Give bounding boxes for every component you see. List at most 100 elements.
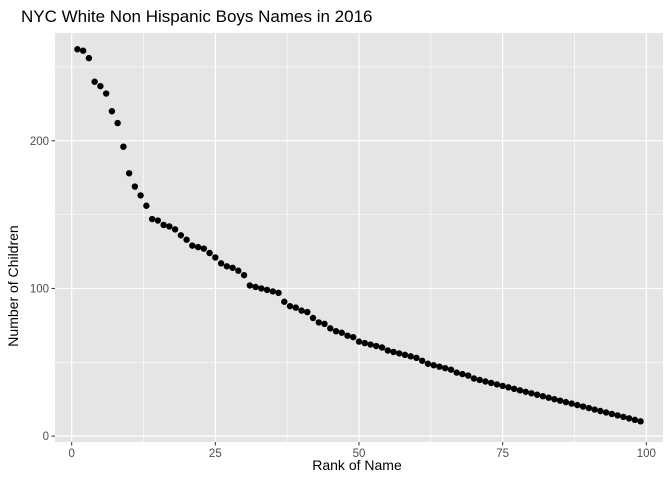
data-point [442, 364, 449, 372]
data-point [114, 119, 121, 127]
x-tick-label: 50 [353, 448, 366, 460]
data-point [453, 369, 460, 376]
data-point [338, 329, 345, 336]
data-point [120, 143, 127, 150]
data-point [206, 249, 213, 257]
data-point [608, 410, 616, 418]
data-point [240, 271, 248, 279]
data-point [131, 183, 139, 190]
data-point [229, 264, 236, 271]
data-point [401, 351, 409, 359]
data-point [373, 342, 380, 350]
data-point [160, 221, 167, 229]
data-point [355, 338, 363, 345]
data-point [476, 376, 483, 384]
x-tick-label: 25 [209, 448, 222, 460]
data-point [246, 282, 254, 289]
data-point [591, 406, 598, 413]
y-axis: 0 100 200 [30, 136, 55, 443]
data-point [459, 370, 466, 378]
data-point [625, 415, 633, 422]
y-tick-label: 0 [43, 431, 49, 443]
data-point [522, 388, 529, 395]
data-point [212, 254, 219, 261]
data-point [275, 289, 282, 297]
data-point [258, 285, 265, 292]
data-point [79, 47, 87, 54]
data-point [539, 393, 547, 400]
data-point [620, 413, 627, 421]
data-point [464, 372, 472, 379]
data-point [528, 390, 535, 397]
y-tick-label: 100 [30, 283, 49, 295]
data-points [74, 46, 644, 425]
data-point [551, 395, 558, 403]
data-point [430, 362, 437, 369]
data-point [367, 341, 374, 348]
data-point [292, 304, 299, 311]
data-point [574, 401, 581, 409]
data-point [252, 283, 259, 291]
data-point [424, 360, 432, 367]
data-point [125, 170, 133, 177]
y-axis-title: Number of Children [5, 225, 21, 346]
data-point [614, 412, 621, 419]
data-point [183, 236, 190, 243]
data-point [390, 348, 397, 356]
data-point [235, 267, 242, 274]
data-point [269, 288, 276, 295]
x-tick-label: 75 [496, 448, 509, 460]
data-point [177, 232, 185, 239]
data-point [281, 298, 288, 305]
data-point [419, 357, 426, 364]
data-point [194, 243, 202, 251]
data-point [97, 82, 104, 90]
data-point [378, 344, 386, 351]
data-point [171, 226, 179, 233]
data-point [217, 260, 225, 267]
data-point [505, 384, 512, 391]
data-point [286, 302, 294, 310]
data-point [470, 375, 478, 382]
data-point [493, 381, 501, 388]
data-point [154, 217, 162, 224]
data-point [585, 404, 593, 412]
data-point [223, 263, 231, 270]
data-point [597, 407, 604, 415]
data-point [545, 394, 552, 401]
data-point [91, 78, 98, 85]
data-point [102, 90, 110, 97]
x-tick-label: 100 [637, 448, 656, 460]
data-point [137, 192, 144, 199]
data-point [309, 314, 317, 322]
data-point [499, 382, 506, 390]
data-point [148, 215, 156, 223]
major-gridlines [55, 33, 663, 442]
data-point [200, 245, 208, 252]
data-point [602, 409, 610, 416]
data-point [447, 366, 455, 373]
data-point [413, 354, 420, 362]
data-point [579, 403, 587, 410]
data-point [533, 391, 541, 398]
data-point [407, 353, 414, 360]
chart-title: NYC White Non Hispanic Boys Names in 201… [21, 7, 372, 26]
data-point [516, 387, 524, 394]
data-point [436, 363, 443, 370]
data-point [568, 400, 575, 407]
data-point [85, 54, 93, 62]
data-point [74, 46, 81, 53]
data-point [315, 319, 322, 326]
data-point [143, 202, 150, 209]
y-tick-label: 200 [30, 136, 49, 148]
data-point [166, 223, 173, 230]
data-point [637, 418, 644, 425]
data-point [108, 108, 116, 115]
data-point [332, 328, 340, 335]
data-point [384, 347, 391, 354]
data-point [298, 307, 305, 314]
data-point [396, 350, 403, 357]
data-point [510, 385, 518, 393]
x-axis: 0 25 50 75 100 [68, 442, 656, 460]
